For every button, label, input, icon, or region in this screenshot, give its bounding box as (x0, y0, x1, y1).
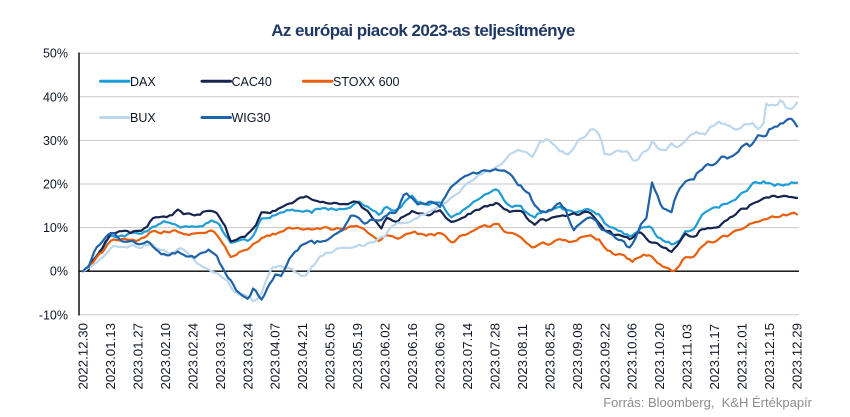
svg-text:40%: 40% (43, 90, 68, 104)
svg-text:2023.06.30: 2023.06.30 (433, 323, 448, 390)
svg-text:2023.12.15: 2023.12.15 (762, 323, 777, 390)
svg-text:2023.02.10: 2023.02.10 (158, 323, 173, 390)
svg-text:2023.04.21: 2023.04.21 (295, 323, 310, 390)
svg-text:2023.09.08: 2023.09.08 (570, 323, 585, 390)
svg-text:2023.06.02: 2023.06.02 (378, 323, 393, 390)
svg-text:2023.01.13: 2023.01.13 (103, 323, 118, 390)
svg-text:2023.03.10: 2023.03.10 (213, 323, 228, 390)
svg-text:2023.05.19: 2023.05.19 (350, 323, 365, 390)
svg-text:2023.10.06: 2023.10.06 (625, 323, 640, 390)
svg-text:2023.11.17: 2023.11.17 (707, 324, 722, 390)
svg-text:2023.08.11: 2023.08.11 (515, 324, 530, 390)
svg-text:0%: 0% (50, 265, 68, 279)
svg-text:2023.08.25: 2023.08.25 (542, 323, 557, 390)
svg-text:2023.04.07: 2023.04.07 (268, 323, 283, 390)
svg-text:CAC40: CAC40 (232, 75, 272, 89)
svg-text:2023.07.14: 2023.07.14 (460, 323, 475, 390)
svg-text:2023.07.28: 2023.07.28 (487, 323, 502, 390)
svg-text:2023.12.01: 2023.12.01 (735, 323, 750, 390)
svg-text:2023.10.20: 2023.10.20 (652, 323, 667, 390)
svg-text:20%: 20% (43, 178, 68, 192)
svg-text:WIG30: WIG30 (232, 111, 271, 125)
svg-text:DAX: DAX (130, 75, 156, 89)
svg-text:-10%: -10% (39, 308, 68, 322)
svg-text:2023.05.05: 2023.05.05 (323, 323, 338, 390)
svg-text:Az európai piacok 2023-as telj: Az európai piacok 2023-as teljesítménye (271, 21, 575, 40)
svg-text:Forrás: Bloomberg, K&H Értékp: Forrás: Bloomberg, K&H Értékpapír (603, 395, 812, 410)
svg-text:2023.02.24: 2023.02.24 (185, 323, 200, 390)
svg-text:2023.03.24: 2023.03.24 (240, 323, 255, 390)
svg-text:2023.11.03: 2023.11.03 (680, 324, 695, 390)
svg-text:2023.01.27: 2023.01.27 (130, 323, 145, 390)
svg-text:BUX: BUX (130, 111, 156, 125)
svg-text:2023.06.16: 2023.06.16 (405, 323, 420, 390)
svg-text:30%: 30% (43, 134, 68, 148)
svg-text:50%: 50% (43, 47, 68, 61)
svg-text:2022.12.30: 2022.12.30 (76, 323, 91, 390)
svg-text:10%: 10% (43, 221, 68, 235)
svg-text:2023.09.22: 2023.09.22 (597, 323, 612, 390)
svg-text:STOXX 600: STOXX 600 (333, 75, 400, 89)
svg-text:2023.12.29: 2023.12.29 (790, 323, 805, 390)
